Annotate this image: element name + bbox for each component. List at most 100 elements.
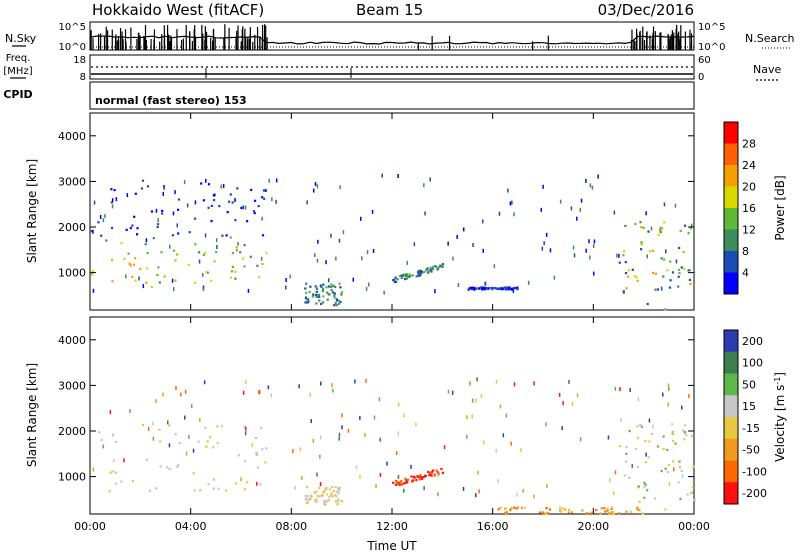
range-gate-cell <box>504 511 507 514</box>
range-gate-cell <box>285 285 287 290</box>
colorbar-tick-label: 16 <box>742 202 756 215</box>
range-gate-cell <box>247 288 250 293</box>
range-gate-cell <box>412 475 415 478</box>
range-gate-cell <box>432 265 435 268</box>
range-gate-cell <box>603 507 606 510</box>
range-gate-cell <box>645 452 647 457</box>
range-gate-cell <box>417 274 420 277</box>
range-gate-cell <box>441 471 444 474</box>
range-gate-cell <box>469 286 472 289</box>
velocity-ylabel: Slant Range [km] <box>25 363 39 467</box>
range-gate-cell <box>340 293 343 296</box>
range-gate-cell <box>495 379 498 384</box>
range-gate-cell <box>158 428 161 431</box>
range-gate-cell <box>212 487 215 490</box>
range-gate-cell <box>683 267 686 270</box>
range-gate-cell <box>628 476 631 479</box>
x-tick-label: 00:00 <box>678 520 710 533</box>
range-gate-cell <box>216 441 219 445</box>
range-gate-cell <box>174 433 177 436</box>
range-gate-cell <box>618 512 621 515</box>
noise-panel-frame <box>89 21 695 51</box>
range-gate-cell <box>240 477 242 482</box>
range-gate-cell <box>203 380 206 385</box>
range-gate-cell <box>92 288 95 293</box>
range-gate-cell <box>155 399 157 404</box>
range-gate-cell <box>207 483 210 486</box>
range-gate-cell <box>623 290 625 294</box>
nave-label: Nave <box>753 63 781 76</box>
range-gate-cell <box>507 287 511 290</box>
range-gate-cell <box>264 188 267 192</box>
range-gate-cell <box>330 285 333 288</box>
range-gate-cell <box>682 250 685 254</box>
range-gate-cell <box>261 196 264 199</box>
freq-panel-frame <box>89 54 695 80</box>
range-gate-cell <box>91 273 94 276</box>
range-gate-cell <box>306 298 310 301</box>
range-gate-cell <box>510 507 513 510</box>
range-gate-cell <box>523 506 526 509</box>
range-gate-cell <box>337 299 340 302</box>
range-gate-cell <box>152 237 155 240</box>
range-gate-cell <box>312 293 315 296</box>
range-gate-cell <box>543 512 546 516</box>
range-gate-cell <box>330 289 333 292</box>
range-gate-cell <box>305 282 308 285</box>
range-gate-cell <box>318 495 321 498</box>
range-gate-cell <box>320 285 323 288</box>
range-gate-cell <box>322 295 325 298</box>
range-gate-cell <box>619 445 622 448</box>
range-gate-cell <box>215 238 218 243</box>
range-gate-cell <box>482 248 484 253</box>
range-gate-cell <box>688 394 690 399</box>
range-gate-cell <box>662 448 665 451</box>
range-gate-cell <box>191 404 193 409</box>
range-gate-cell <box>483 440 485 445</box>
range-gate-cell <box>129 409 131 413</box>
range-gate-cell <box>639 221 642 224</box>
range-gate-cell <box>111 198 114 203</box>
range-gate-cell <box>125 274 127 279</box>
range-gate-cell <box>209 436 212 439</box>
range-gate-cell <box>212 478 215 481</box>
range-gate-cell <box>159 465 162 468</box>
y-tick-label: 3000 <box>58 175 86 188</box>
range-gate-cell <box>424 211 426 216</box>
velocity-colorbar: 200 100 50 15 -15 -50 -100 -200 Velocity [m s-1… <box>723 329 787 505</box>
range-gate-cell <box>631 268 634 271</box>
range-gate-cell <box>330 283 333 286</box>
range-gate-cell <box>188 434 190 439</box>
range-gate-cell <box>334 494 337 497</box>
range-gate-cell <box>183 180 186 185</box>
range-gate-cell <box>204 251 207 255</box>
range-gate-cell <box>260 427 263 430</box>
range-gate-cell <box>619 387 621 392</box>
range-gate-cell <box>675 259 678 264</box>
range-gate-cell <box>321 289 324 292</box>
range-gate-cell <box>580 198 583 203</box>
range-gate-cell <box>231 265 234 268</box>
range-gate-cell <box>315 286 318 289</box>
range-gate-cell <box>443 445 446 450</box>
nave-tick-top: 60 <box>698 55 711 66</box>
range-gate-cell <box>202 272 204 277</box>
range-gate-cell <box>318 486 321 489</box>
y-tick-label: 3000 <box>58 379 86 392</box>
range-gate-cell <box>398 483 401 487</box>
range-gate-cell <box>216 245 218 250</box>
range-gate-cell <box>542 184 544 189</box>
range-gate-cell <box>245 380 247 385</box>
range-gate-cell <box>625 460 628 463</box>
range-gate-cell <box>680 469 683 472</box>
range-gate-cell <box>513 286 516 290</box>
range-gate-cell <box>679 229 682 233</box>
range-gate-cell <box>647 456 650 459</box>
range-gate-cell <box>663 258 666 261</box>
range-gate-cell <box>423 270 426 273</box>
range-gate-cell <box>192 472 195 475</box>
range-gate-cell <box>656 288 660 291</box>
range-gate-cell <box>308 497 311 500</box>
noise-panel: 10^5 10^0 10^5 10^0 <box>59 21 725 53</box>
range-gate-cell <box>668 387 670 392</box>
